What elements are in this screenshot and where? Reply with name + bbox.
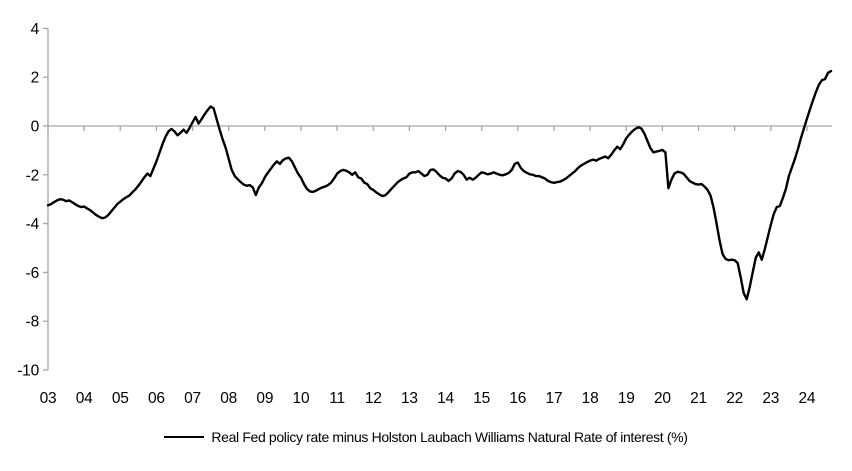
x-tick-label: 07	[184, 390, 201, 407]
legend-line-marker	[164, 436, 205, 438]
legend: Real Fed policy rate minus Holston Lauba…	[0, 429, 852, 445]
x-tick-label: 22	[726, 390, 743, 407]
x-tick-label: 19	[618, 390, 635, 407]
x-tick-label: 16	[509, 390, 526, 407]
x-tick-label: 21	[690, 390, 707, 407]
y-tick-label: -10	[17, 363, 39, 380]
x-tick-label: 17	[546, 390, 563, 407]
x-tick-label: 12	[365, 390, 382, 407]
x-tick-label: 09	[256, 390, 273, 407]
y-tick-label: 4	[31, 21, 40, 38]
x-tick-label: 11	[329, 390, 345, 407]
x-tick-label: 04	[76, 390, 93, 407]
x-tick-label: 06	[148, 390, 165, 407]
x-tick-label: 15	[473, 390, 490, 407]
y-axis: 4 2 0 -2 -4 -6 -8 -10	[17, 21, 49, 380]
y-tick-label: 2	[31, 70, 39, 87]
x-tick-label: 24	[799, 390, 816, 407]
x-tick-label: 05	[112, 390, 129, 407]
x-tick-label: 20	[654, 390, 671, 407]
x-tick-label: 23	[762, 390, 779, 407]
y-tick-label: -8	[26, 314, 39, 331]
y-tick-label: -6	[26, 265, 39, 282]
x-tick-label: 03	[40, 390, 57, 407]
y-tick-label: 0	[31, 119, 40, 136]
x-axis: 03 04 05 06 07 08 09 10 11 12 13 14 15 16 17 18 19 20 21 22…	[40, 125, 832, 407]
x-tick-label: 08	[220, 390, 237, 407]
data-line	[46, 69, 833, 301]
x-tick-label: 13	[401, 390, 418, 407]
y-tick-label: -2	[26, 167, 39, 184]
y-tick-label: -4	[26, 216, 40, 233]
legend-label: Real Fed policy rate minus Holston Lauba…	[211, 429, 688, 445]
line-chart: 420-2-4-6-8-10 03 04 05 06 07 08 09 10 11 12 13 14 1…	[17, 21, 833, 407]
x-tick-label: 18	[582, 390, 599, 407]
x-tick-label: 10	[293, 390, 310, 407]
x-tick-label: 14	[437, 390, 454, 407]
